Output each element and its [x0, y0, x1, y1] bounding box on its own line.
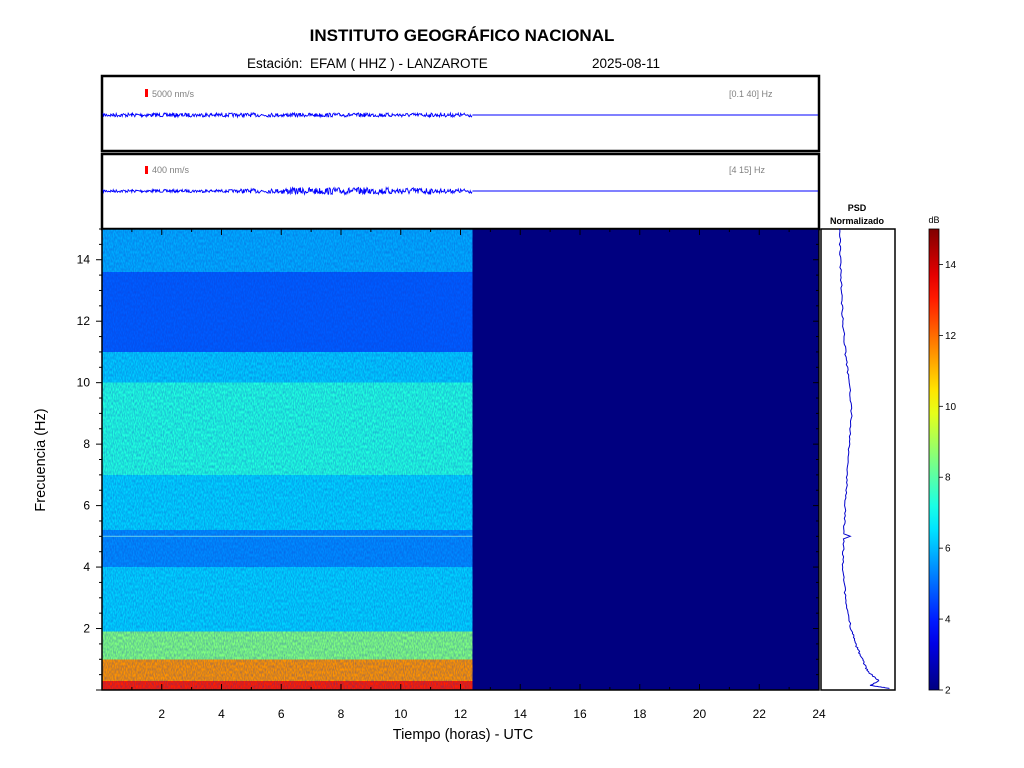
- x-axis: 2 4 6 8 10 12 14 16 18 20 22 24: [101, 229, 826, 721]
- psd-title-line2: Normalizado: [830, 216, 885, 226]
- colorbar-tick-12: 12: [945, 331, 957, 342]
- station-subtitle: Estación: EFAM ( HHZ ) - LANZAROTE: [247, 56, 488, 71]
- seismogram-filtered-panel: 400 nm/s [4 15] Hz: [100, 152, 821, 231]
- x-tick-label-8: 8: [338, 707, 345, 721]
- colorbar-tick-4: 4: [945, 615, 951, 626]
- y-axis-label: Frecuencia (Hz): [33, 408, 49, 511]
- x-tick-label-18: 18: [633, 707, 647, 721]
- seismogram-broadband-panel: 5000 nm/s [0.1 40] Hz: [100, 74, 821, 153]
- colorbar-tick-6: 6: [945, 544, 951, 555]
- date-label: 2025-08-11: [592, 56, 661, 71]
- psd-frame: [820, 228, 896, 691]
- y-tick-label-12: 12: [77, 314, 91, 328]
- colorbar: dB 2 4 6 8 10 12 14: [928, 215, 956, 697]
- x-tick-label-6: 6: [278, 707, 285, 721]
- colorbar-tick-10: 10: [945, 402, 957, 413]
- y-tick-label-4: 4: [83, 560, 90, 574]
- spectrogram-noise-texture: [102, 229, 473, 690]
- colorbar-scale: [928, 228, 940, 691]
- scale-marker-broadband: [145, 89, 148, 97]
- y-tick-label-10: 10: [77, 376, 91, 390]
- x-tick-label-14: 14: [514, 707, 528, 721]
- x-tick-label-24: 24: [812, 707, 826, 721]
- station-name: EFAM ( HHZ ) - LANZAROTE: [310, 56, 488, 71]
- psd-curve: [838, 228, 890, 689]
- x-axis-label: Tiempo (horas) - UTC: [393, 727, 533, 743]
- colorbar-tick-8: 8: [945, 473, 951, 484]
- page-title: INSTITUTO GEOGRÁFICO NACIONAL: [309, 26, 615, 45]
- spectrogram-no-data-area: [472, 229, 819, 690]
- y-tick-label-6: 6: [83, 499, 90, 513]
- y-tick-label-14: 14: [77, 253, 91, 267]
- psd-panel: PSD Normalizado: [820, 203, 896, 691]
- filter-label-broadband: [0.1 40] Hz: [729, 89, 773, 99]
- trace-filtered: [102, 186, 818, 196]
- x-tick-label-22: 22: [753, 707, 767, 721]
- x-tick-label-20: 20: [693, 707, 707, 721]
- scale-label-broadband: 5000 nm/s: [152, 89, 195, 99]
- trace-broadband: [102, 111, 818, 119]
- y-tick-label-2: 2: [83, 622, 90, 636]
- x-tick-label-16: 16: [573, 707, 587, 721]
- scale-label-filtered: 400 nm/s: [152, 165, 190, 175]
- colorbar-label: dB: [928, 215, 939, 225]
- x-tick-label-10: 10: [394, 707, 408, 721]
- scale-marker-filtered: [145, 166, 148, 174]
- colorbar-tick-2: 2: [945, 686, 951, 697]
- psd-title-line1: PSD: [848, 203, 867, 213]
- y-axis: 2 4 6 8 10 12 14: [77, 228, 819, 691]
- x-tick-label-4: 4: [218, 707, 225, 721]
- y-tick-label-8: 8: [83, 437, 90, 451]
- x-tick-label-12: 12: [454, 707, 468, 721]
- colorbar-tick-14: 14: [945, 260, 957, 271]
- station-label: Estación:: [247, 56, 303, 71]
- x-tick-label-2: 2: [158, 707, 165, 721]
- colorbar-ticks: 2 4 6 8 10 12 14: [939, 260, 957, 697]
- filter-label-filtered: [4 15] Hz: [729, 165, 766, 175]
